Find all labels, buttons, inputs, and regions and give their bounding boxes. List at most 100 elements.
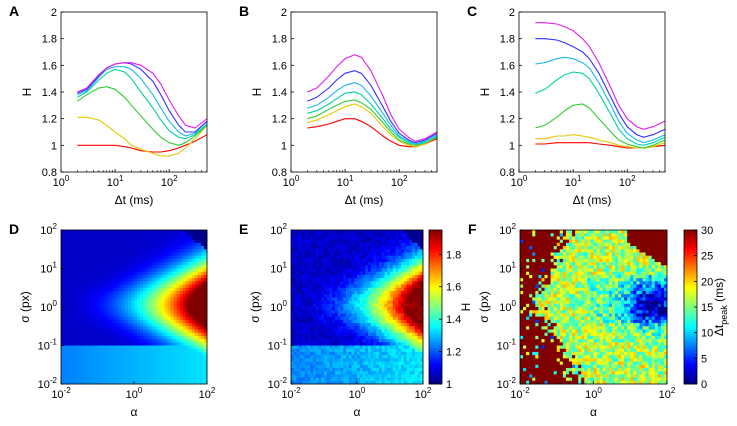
heatmap-cell bbox=[526, 265, 530, 269]
heatmap-cell bbox=[97, 284, 101, 289]
heatmap-cell bbox=[61, 252, 65, 257]
heatmap-cell bbox=[392, 249, 396, 253]
heatmap-cell bbox=[109, 236, 114, 241]
heatmap-cell bbox=[121, 290, 126, 295]
heatmap-cell bbox=[103, 319, 108, 324]
heatmap-cell bbox=[321, 367, 325, 372]
heatmap-cell bbox=[118, 345, 123, 350]
heatmap-cell bbox=[523, 319, 527, 324]
heatmap-cell bbox=[384, 265, 388, 269]
heatmap-cell bbox=[379, 374, 383, 378]
heatmap-cell bbox=[381, 310, 385, 314]
heatmap-cell bbox=[67, 242, 71, 247]
heatmap-cell bbox=[85, 262, 89, 266]
heatmap-cell bbox=[523, 303, 527, 308]
heatmap-cell bbox=[167, 371, 171, 375]
heatmap-cell bbox=[100, 380, 104, 385]
heatmap-cell bbox=[179, 348, 184, 353]
heatmap-cell bbox=[315, 345, 319, 350]
heatmap-cell bbox=[97, 345, 101, 350]
heatmap-cell bbox=[310, 265, 314, 269]
heatmap-cell bbox=[79, 297, 83, 301]
heatmap-cell bbox=[348, 303, 352, 308]
heatmap-cell bbox=[200, 316, 205, 321]
heatmap-cell bbox=[143, 262, 147, 266]
heatmap-cell bbox=[167, 268, 171, 273]
heatmap-cell bbox=[100, 361, 104, 366]
heatmap-cell bbox=[403, 319, 407, 324]
heatmap-cell bbox=[164, 294, 168, 298]
heatmap-cell bbox=[91, 367, 95, 372]
heatmap-cell bbox=[384, 355, 388, 359]
heatmap-cell bbox=[70, 265, 74, 269]
heatmap-cell bbox=[529, 332, 533, 337]
heatmap-cell bbox=[188, 239, 193, 244]
heatmap-cell bbox=[164, 252, 168, 257]
heatmap-cell bbox=[414, 255, 418, 260]
heatmap-cell bbox=[335, 377, 339, 382]
heatmap-cell bbox=[304, 345, 308, 350]
heatmap-cell bbox=[357, 323, 361, 327]
heatmap-cell bbox=[296, 233, 300, 237]
heatmap-cell bbox=[76, 374, 80, 378]
heatmap-cell bbox=[321, 242, 325, 247]
heatmap-cell bbox=[118, 342, 123, 346]
heatmap-cell bbox=[194, 316, 199, 321]
heatmap-cell bbox=[332, 233, 336, 237]
heatmap-cell bbox=[302, 294, 306, 298]
heatmap-cell bbox=[158, 367, 162, 372]
heatmap-cell bbox=[395, 242, 399, 247]
y-axis-label: H bbox=[478, 88, 492, 97]
heatmap-cell bbox=[124, 377, 129, 382]
heatmap-cell bbox=[115, 348, 120, 353]
heatmap-cell bbox=[346, 236, 350, 241]
heatmap-cell bbox=[146, 339, 150, 343]
heatmap-cell bbox=[188, 236, 193, 241]
heatmap-cell bbox=[293, 335, 297, 340]
heatmap-cell bbox=[340, 371, 344, 375]
heatmap-cell bbox=[302, 281, 306, 285]
heatmap-cell bbox=[109, 307, 114, 311]
heatmap-cell bbox=[384, 281, 388, 285]
heatmap-cell bbox=[170, 274, 174, 279]
heatmap-cell bbox=[176, 242, 181, 247]
heatmap-cell bbox=[112, 300, 117, 305]
heatmap-cell bbox=[103, 262, 108, 266]
heatmap-cell bbox=[318, 351, 322, 356]
heatmap-cell bbox=[124, 374, 129, 378]
heatmap-cell bbox=[401, 290, 405, 295]
heatmap-cell bbox=[200, 361, 205, 366]
heatmap-cell bbox=[403, 249, 407, 253]
heatmap-cell bbox=[137, 268, 141, 273]
heatmap-cell bbox=[103, 249, 108, 253]
heatmap-cell bbox=[390, 230, 394, 234]
heatmap-cell bbox=[158, 284, 162, 289]
heatmap-cell bbox=[362, 281, 366, 285]
heatmap-cell bbox=[343, 252, 347, 257]
heatmap-cell bbox=[61, 281, 65, 285]
heatmap-cell bbox=[158, 335, 162, 340]
heatmap-cell bbox=[390, 239, 394, 244]
heatmap-cell bbox=[343, 332, 347, 337]
heatmap-cell bbox=[307, 310, 311, 314]
heatmap-cell bbox=[414, 297, 418, 301]
heatmap-cell bbox=[359, 323, 363, 327]
heatmap-cell bbox=[520, 230, 524, 234]
heatmap-cell bbox=[67, 262, 71, 266]
heatmap-cell bbox=[384, 303, 388, 308]
heatmap-cell bbox=[61, 351, 65, 356]
heatmap-cell bbox=[520, 342, 524, 346]
heatmap-cell bbox=[112, 287, 117, 292]
heatmap-cell bbox=[379, 316, 383, 321]
heatmap-cell bbox=[291, 242, 295, 247]
heatmap-cell bbox=[67, 290, 71, 295]
heatmap-cell bbox=[161, 377, 165, 382]
heatmap-cell bbox=[130, 303, 135, 308]
heatmap-cell bbox=[296, 335, 300, 340]
heatmap-cell bbox=[97, 271, 101, 276]
heatmap-cell bbox=[318, 319, 322, 324]
heatmap-cell bbox=[381, 300, 385, 305]
heatmap-cell bbox=[340, 268, 344, 273]
series-cyan-green-line bbox=[77, 68, 208, 140]
